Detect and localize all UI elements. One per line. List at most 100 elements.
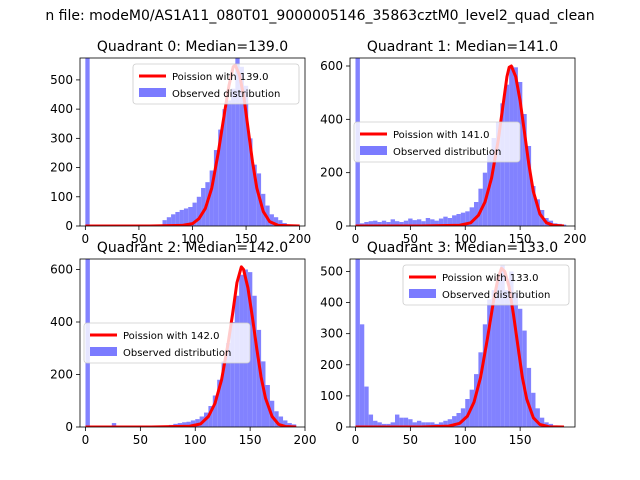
x-tick-label: 100 xyxy=(454,433,477,447)
subplot-title: Quadrant 3: Median=133.0 xyxy=(367,240,558,256)
histogram-bar xyxy=(368,414,374,427)
legend-box xyxy=(132,63,300,105)
x-tick-label: 150 xyxy=(509,433,532,447)
histogram-bar xyxy=(460,212,466,226)
histogram-bar xyxy=(231,88,236,226)
x-tick-label: 200 xyxy=(294,433,317,447)
y-tick-label: 0 xyxy=(65,219,73,233)
histogram-bar xyxy=(522,330,527,427)
x-tick-label: 0 xyxy=(352,433,360,447)
figure-suptitle: n file: modeM0/AS1A11_080T01_9000005146_… xyxy=(45,8,594,24)
histogram-bar xyxy=(373,420,378,427)
histogram-bar xyxy=(430,219,435,226)
histogram-bar xyxy=(465,211,470,226)
histogram-bar xyxy=(535,199,540,226)
histogram-bar xyxy=(201,188,206,226)
histogram-bar xyxy=(500,265,505,427)
histogram-bar xyxy=(273,217,279,226)
legend-line-label: Poission with 133.0 xyxy=(442,273,538,284)
histogram-bar xyxy=(243,85,249,226)
x-tick-label: 100 xyxy=(454,232,477,246)
histogram-bar xyxy=(425,422,431,427)
poisson-line xyxy=(85,265,297,427)
histogram-bar xyxy=(278,220,283,226)
histogram-bar xyxy=(491,290,496,427)
histogram-bar xyxy=(381,423,387,427)
histogram-bar xyxy=(381,220,387,226)
plot-frame xyxy=(79,258,306,428)
legend: Poission with 133.0 Observed distribution xyxy=(402,264,570,306)
subplot-quadrant-2: 0 50 100 150 200 0 200 400 600 Quadrant 2: Median… xyxy=(50,240,316,447)
y-tick-label: 0 xyxy=(335,219,343,233)
histogram-bar xyxy=(222,109,227,226)
histogram-bar xyxy=(386,423,391,427)
legend-box xyxy=(353,121,521,163)
histogram-bar xyxy=(513,293,518,427)
subplot-quadrant-3: 0 50 100 150 0 100 200 300 400 500 Quadrant 3: Med… xyxy=(320,240,576,447)
histogram-bar xyxy=(183,208,189,226)
histogram-bar xyxy=(509,271,514,427)
histogram-bar xyxy=(447,218,453,226)
histogram-bar xyxy=(421,221,426,226)
histogram-bar xyxy=(212,395,218,427)
y-tick-label: 0 xyxy=(335,420,343,434)
histogram-bar xyxy=(399,222,404,226)
y-tick-label: 600 xyxy=(50,263,73,277)
y-tick-label: 200 xyxy=(50,161,73,175)
histogram-bar xyxy=(390,422,395,427)
x-tick-label: 50 xyxy=(133,433,148,447)
histogram-bar xyxy=(377,222,382,226)
plot-frame xyxy=(349,57,576,227)
histogram-bar xyxy=(474,202,479,226)
legend-hist-label: Observed distribution xyxy=(123,348,231,359)
x-tick-label: 50 xyxy=(131,232,146,246)
histogram-bar xyxy=(278,416,284,427)
histogram-bar xyxy=(438,218,444,226)
histogram-bar xyxy=(256,329,262,427)
y-tick-label: 400 xyxy=(50,315,73,329)
histogram-bar xyxy=(408,218,413,226)
histogram-bar xyxy=(182,422,187,427)
histogram-bar xyxy=(196,196,202,226)
x-tick-label: 100 xyxy=(181,232,204,246)
x-tick-label: 150 xyxy=(509,232,532,246)
y-tick-label: 400 xyxy=(320,112,343,126)
legend: Poission with 141.0 Observed distribution xyxy=(353,121,521,163)
histogram-bar xyxy=(218,129,223,226)
histogram-bar xyxy=(412,220,417,226)
histogram-bar xyxy=(500,103,505,226)
subplot-title: Quadrant 1: Median=141.0 xyxy=(367,39,558,55)
legend-line-label: Poission with 141.0 xyxy=(393,130,489,141)
x-tick-label: 100 xyxy=(184,433,207,447)
histogram-bar xyxy=(111,423,117,427)
legend-box xyxy=(402,264,570,306)
histogram-bar xyxy=(526,367,532,427)
legend-hist-label: Observed distribution xyxy=(172,89,280,100)
y-tick-label: 100 xyxy=(320,389,343,403)
legend-hist-swatch xyxy=(90,347,117,356)
histogram-bar xyxy=(377,422,382,427)
histogram-bar xyxy=(443,420,448,427)
subplot-quadrant-1: 0 50 100 150 200 0 200 400 600 Quadrant 1: Median… xyxy=(320,39,586,246)
legend-line-label: Poission with 142.0 xyxy=(123,331,219,342)
histogram-bar xyxy=(395,221,400,226)
histogram-bar xyxy=(171,214,176,226)
histogram-bar xyxy=(539,417,545,427)
histogram-bar xyxy=(452,416,457,427)
histogram-bar xyxy=(179,209,184,226)
x-tick-label: 50 xyxy=(403,433,418,447)
x-tick-label: 0 xyxy=(82,232,90,246)
histogram-bar xyxy=(221,361,226,427)
histogram-bar xyxy=(373,220,378,226)
histogram-bar xyxy=(430,422,435,427)
histogram-bar xyxy=(225,343,231,427)
histogram-bar xyxy=(491,138,496,226)
legend-hist-swatch xyxy=(139,88,166,97)
histogram-bar xyxy=(252,295,257,427)
legend: Poission with 139.0 Observed distribution xyxy=(132,63,300,105)
x-tick-label: 200 xyxy=(288,232,311,246)
histogram-bar xyxy=(478,188,483,226)
histogram-bar xyxy=(364,386,369,427)
